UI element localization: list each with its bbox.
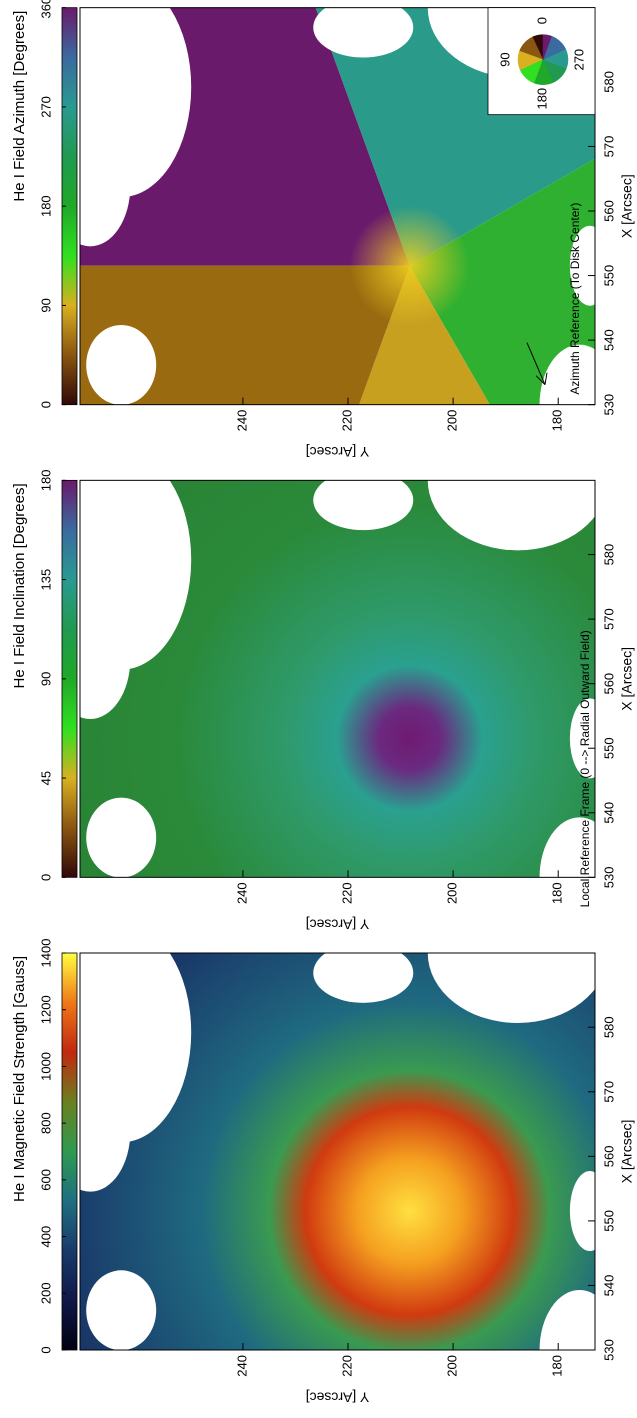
plot-frame — [79, 7, 596, 406]
map — [80, 480, 595, 878]
colorbar-tick-label: 180 — [38, 195, 53, 217]
x-tick-label: 540 — [601, 1275, 616, 1297]
plot-frame — [79, 479, 596, 878]
chart-title: He I Field Inclination [Degrees] — [11, 483, 28, 688]
inset-label: 0 — [534, 17, 549, 24]
colorbar-tick-label: 0 — [38, 401, 53, 408]
y-axis-label: Y [Arcsec] — [306, 444, 370, 460]
inset-label: 270 — [571, 49, 586, 71]
colorbar-tick-label: 45 — [38, 771, 53, 785]
colorbar-tick-label: 1200 — [38, 995, 53, 1024]
inset-label: 180 — [534, 88, 549, 110]
x-tick-label: 530 — [601, 1339, 616, 1361]
y-tick-label: 240 — [234, 1355, 249, 1377]
colorbar-tick-label: 0 — [38, 874, 53, 881]
masked-region — [427, 480, 595, 551]
masked-region — [86, 797, 157, 878]
x-tick-label: 580 — [601, 71, 616, 93]
inset-wheel-slice — [542, 34, 546, 60]
map-core — [349, 205, 470, 326]
y-tick-label: 220 — [339, 1355, 354, 1377]
chart-title: He I Field Azimuth [Degrees] — [11, 11, 28, 202]
colorbar-tick-label: 1000 — [38, 1052, 53, 1081]
map — [80, 953, 595, 1350]
map-field — [80, 953, 595, 1350]
y-tick-label: 180 — [550, 882, 565, 904]
x-tick-label: 570 — [601, 608, 616, 630]
masked-region — [539, 344, 595, 405]
colorbar-tick-label: 600 — [38, 1169, 53, 1191]
masked-region — [80, 1071, 131, 1192]
masked-region — [569, 698, 595, 779]
colorbar-tick-label: 135 — [38, 569, 53, 591]
masked-region — [427, 953, 595, 1023]
x-axis-label: X [Arcsec] — [619, 1120, 635, 1184]
masked-region — [313, 480, 414, 531]
x-tick-label: 530 — [601, 394, 616, 416]
x-tick-label: 540 — [601, 802, 616, 824]
y-tick-label: 200 — [445, 410, 460, 432]
y-tick-label: 240 — [234, 882, 249, 904]
x-tick-label: 550 — [601, 737, 616, 759]
colorbar-tick-label: 90 — [38, 672, 53, 686]
annotation: Azimuth Reference (To Disk Center) — [568, 203, 582, 395]
masked-region — [86, 1270, 157, 1350]
plot-frame — [79, 952, 596, 1351]
masked-region — [80, 598, 131, 719]
y-tick-label: 180 — [550, 1355, 565, 1377]
masked-region — [86, 324, 157, 405]
masked-region — [313, 953, 414, 1003]
colorbar-tick-label: 270 — [38, 96, 53, 118]
colorbar-tick-label: 0 — [38, 1346, 53, 1353]
y-tick-label: 180 — [550, 410, 565, 432]
y-tick-label: 240 — [234, 410, 249, 432]
inset-label: 90 — [497, 52, 512, 66]
x-tick-label: 540 — [601, 329, 616, 351]
x-tick-label: 570 — [601, 136, 616, 158]
y-tick-label: 220 — [339, 410, 354, 432]
reference-arrow — [526, 342, 546, 385]
x-tick-label: 580 — [601, 1016, 616, 1038]
chart-title: He I Magnetic Field Strength [Gauss] — [11, 956, 28, 1202]
colorbar-tick-label: 1400 — [38, 939, 53, 968]
x-tick-label: 530 — [601, 866, 616, 888]
colorbar-tick-label: 800 — [38, 1112, 53, 1134]
reference-arrow-head — [535, 372, 548, 386]
masked-region — [539, 817, 595, 878]
masked-region — [539, 1290, 595, 1350]
colorbar-tick-label: 200 — [38, 1282, 53, 1304]
colorbar-tick-label: 180 — [38, 469, 53, 491]
x-axis-label: X [Arcsec] — [619, 174, 635, 238]
x-tick-label: 560 — [601, 200, 616, 222]
masked-region — [569, 225, 595, 306]
colorbar-tick-label: 360 — [38, 0, 53, 19]
x-tick-label: 550 — [601, 1210, 616, 1232]
masked-region — [569, 1171, 595, 1252]
colorbar-tick-label: 400 — [38, 1226, 53, 1248]
x-tick-label: 550 — [601, 265, 616, 287]
masked-region — [313, 7, 414, 58]
y-tick-label: 200 — [445, 882, 460, 904]
x-tick-label: 580 — [601, 544, 616, 566]
masked-region — [80, 126, 131, 247]
x-tick-label: 570 — [601, 1081, 616, 1103]
colorbar — [61, 952, 78, 1351]
y-axis-label: Y [Arcsec] — [306, 917, 370, 933]
x-tick-label: 560 — [601, 1145, 616, 1167]
x-tick-label: 560 — [601, 673, 616, 695]
colorbar-tick-label: 90 — [38, 298, 53, 312]
y-tick-label: 220 — [339, 882, 354, 904]
map-field — [80, 480, 595, 878]
annotation: Local Reference Frame (0 --> Radial Outw… — [578, 630, 592, 907]
y-tick-label: 200 — [445, 1355, 460, 1377]
x-axis-label: X [Arcsec] — [619, 647, 635, 711]
y-axis-label: Y [Arcsec] — [306, 1389, 370, 1405]
